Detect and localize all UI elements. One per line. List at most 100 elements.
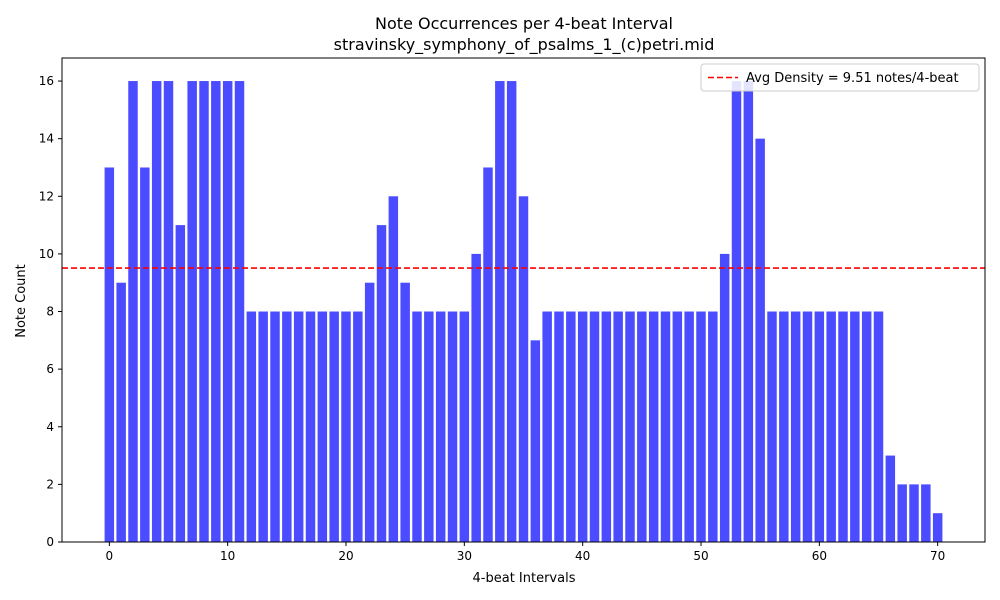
bar-interval-13 (258, 311, 268, 542)
axes-layer (61, 57, 986, 543)
y-axis-label: Note Count (14, 264, 29, 338)
bar-interval-25 (400, 282, 410, 542)
bar-interval-48 (672, 311, 683, 542)
x-tick-label-10: 10 (220, 549, 235, 563)
bar-interval-36 (530, 340, 541, 542)
bar-interval-4 (151, 81, 162, 543)
bar-interval-57 (779, 311, 789, 542)
y-tick-label-6: 6 (46, 362, 54, 376)
bar-interval-28 (435, 311, 446, 542)
bar-interval-65 (873, 311, 884, 542)
bar-interval-0 (104, 167, 115, 543)
bar-interval-33 (495, 81, 505, 543)
bar-interval-55 (755, 138, 765, 543)
legend-box (700, 63, 980, 92)
bar-interval-35 (518, 196, 529, 543)
y-tick-label-8: 8 (46, 305, 54, 319)
bar-interval-12 (246, 311, 257, 542)
bar-interval-9 (211, 81, 221, 543)
y-tick-label-2: 2 (46, 477, 54, 491)
bar-interval-63 (850, 311, 860, 542)
bar-interval-46 (648, 311, 659, 542)
bar-interval-29 (447, 311, 458, 542)
y-tick-label-4: 4 (46, 420, 54, 434)
bar-interval-16 (293, 311, 304, 542)
bar-interval-56 (767, 311, 777, 542)
bar-interval-64 (861, 311, 872, 542)
bar-interval-43 (613, 311, 623, 542)
bar-interval-37 (542, 311, 552, 542)
bar-interval-68 (909, 484, 919, 542)
bar-interval-1 (116, 282, 126, 542)
x-tick-label-0: 0 (106, 549, 114, 563)
bar-interval-15 (282, 311, 292, 542)
y-tick-label-10: 10 (39, 247, 54, 261)
bars-layer (104, 81, 943, 543)
bar-interval-42 (601, 311, 612, 542)
bar-interval-6 (175, 225, 186, 542)
bar-interval-69 (921, 484, 931, 542)
bar-interval-14 (270, 311, 280, 542)
x-tick-label-40: 40 (575, 549, 590, 563)
bar-interval-32 (483, 167, 493, 543)
bar-interval-49 (684, 311, 694, 542)
bar-interval-52 (719, 253, 730, 542)
bar-interval-38 (554, 311, 564, 542)
x-tick-label-70: 70 (930, 549, 945, 563)
bar-interval-62 (838, 311, 848, 542)
x-axis-label: 4-beat Intervals (473, 571, 576, 586)
bar-interval-8 (199, 81, 209, 543)
bar-interval-59 (802, 311, 813, 542)
y-tick-label-16: 16 (39, 74, 54, 88)
bar-interval-7 (187, 81, 197, 543)
bar-interval-40 (577, 311, 588, 542)
bar-interval-41 (589, 311, 600, 542)
bar-interval-5 (163, 81, 174, 543)
bar-interval-47 (660, 311, 671, 542)
bar-interval-66 (885, 455, 896, 542)
bar-interval-61 (826, 311, 836, 542)
bar-interval-22 (364, 282, 375, 542)
bar-interval-44 (625, 311, 635, 542)
bar-interval-53 (731, 81, 742, 543)
bar-interval-24 (388, 196, 399, 543)
x-tick-label-20: 20 (338, 549, 353, 563)
y-tick-label-0: 0 (46, 535, 54, 549)
x-tick-label-50: 50 (693, 549, 708, 563)
chart-title: Note Occurrences per 4-beat Interval (375, 14, 673, 33)
bar-interval-39 (566, 311, 576, 542)
legend-label-avg-density: Avg Density = 9.51 notes/4-beat (746, 71, 959, 86)
bar-interval-50 (696, 311, 706, 542)
bar-interval-23 (376, 225, 387, 542)
y-tick-label-12: 12 (39, 189, 54, 203)
legend: Avg Density = 9.51 notes/4-beat (700, 63, 980, 92)
bar-interval-3 (140, 167, 150, 543)
bar-interval-18 (317, 311, 328, 542)
x-tick-label-60: 60 (812, 549, 827, 563)
chart-subtitle: stravinsky_symphony_of_psalms_1_(c)petri… (334, 35, 715, 55)
plot-frame (61, 57, 986, 543)
bar-interval-51 (708, 311, 718, 542)
bar-interval-17 (305, 311, 316, 542)
bar-interval-26 (412, 311, 422, 542)
y-tick-label-14: 14 (39, 132, 54, 146)
ticks-layer: 0 10 20 30 40 50 60 70 0 2 4 6 8 10 12 14 16 (39, 74, 946, 563)
bar-interval-10 (222, 81, 233, 543)
bar-interval-31 (471, 253, 481, 542)
bar-interval-34 (506, 81, 517, 543)
bar-interval-45 (637, 311, 647, 542)
bar-interval-21 (353, 311, 363, 542)
bar-interval-67 (897, 484, 907, 542)
bar-interval-60 (814, 311, 825, 542)
bar-interval-19 (329, 311, 339, 542)
x-tick-label-30: 30 (457, 549, 472, 563)
bar-interval-2 (128, 81, 138, 543)
bar-interval-11 (234, 81, 245, 543)
bar-interval-20 (341, 311, 351, 542)
bar-interval-27 (424, 311, 434, 542)
bar-interval-54 (743, 81, 754, 543)
bar-interval-30 (459, 311, 470, 542)
bar-interval-70 (932, 513, 943, 542)
bar-interval-58 (790, 311, 801, 542)
